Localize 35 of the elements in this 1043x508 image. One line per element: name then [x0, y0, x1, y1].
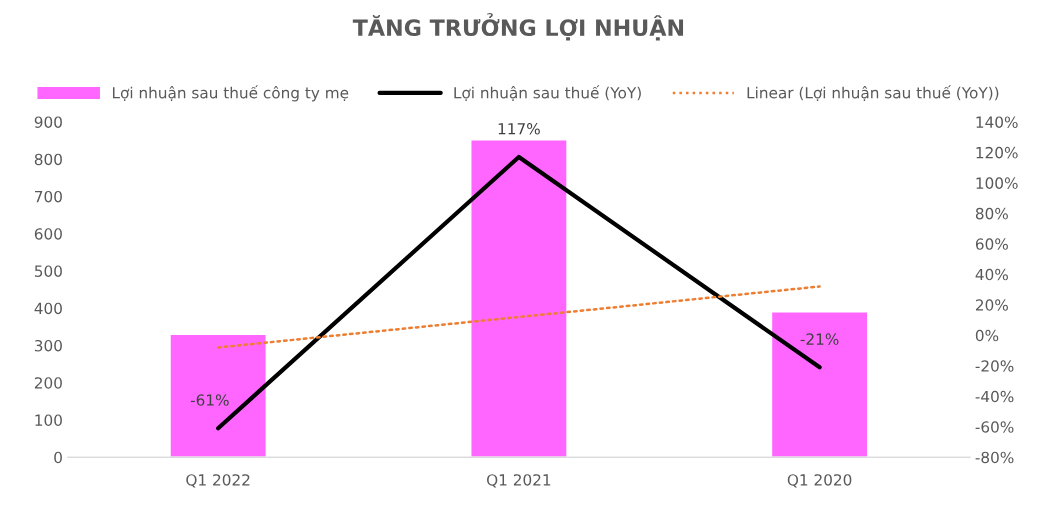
legend-label: Linear (Lợi nhuận sau thuế (YoY)): [747, 85, 999, 102]
y2-tick-label: -20%: [975, 360, 1014, 372]
y2-tick-label: -60%: [975, 421, 1014, 433]
y2-tick-label: 0%: [975, 329, 999, 342]
chart-title: TĂNG TRƯỞNG LỢI NHUẬN: [352, 13, 684, 41]
y2-tick-label: 100%: [976, 177, 1018, 189]
data-label: -21%: [800, 333, 839, 345]
bar: [770, 311, 869, 458]
bar: [169, 333, 267, 458]
y-tick-label: 0: [54, 451, 62, 464]
y-tick-label: 800: [34, 153, 62, 166]
y-tick-label: 900: [34, 116, 62, 128]
data-label: -61%: [190, 394, 229, 406]
y-tick-label: 300: [34, 339, 62, 352]
y2-tick-label: -80%: [975, 451, 1014, 464]
y-tick-label: 600: [34, 228, 62, 240]
y2-tick-label: 80%: [975, 207, 1008, 220]
y2-tick-label: 40%: [975, 268, 1008, 281]
x-tick-label: Q1 2020: [787, 474, 852, 488]
legend-label: Lợi nhuận sau thuế công ty mẹ: [112, 85, 349, 102]
y-tick-label: 200: [34, 377, 62, 389]
x-tick-label: Q1 2022: [186, 474, 250, 488]
data-label: 117%: [498, 123, 540, 135]
legend-label: Lợi nhuận sau thuế (YoY): [454, 85, 641, 102]
y2-tick-label: 60%: [975, 238, 1008, 250]
y2-tick-label: -40%: [975, 390, 1014, 403]
y-tick-label: 400: [34, 302, 62, 315]
bar: [470, 139, 568, 458]
x-tick-label: Q1 2021: [487, 474, 551, 488]
y-tick-label: 100: [35, 414, 62, 426]
y2-tick-label: 20%: [975, 299, 1008, 311]
y2-tick-label: 120%: [976, 146, 1018, 159]
y-tick-label: 500: [34, 265, 62, 277]
y2-tick-label: 140%: [976, 116, 1018, 128]
y-tick-label: 700: [35, 190, 62, 203]
